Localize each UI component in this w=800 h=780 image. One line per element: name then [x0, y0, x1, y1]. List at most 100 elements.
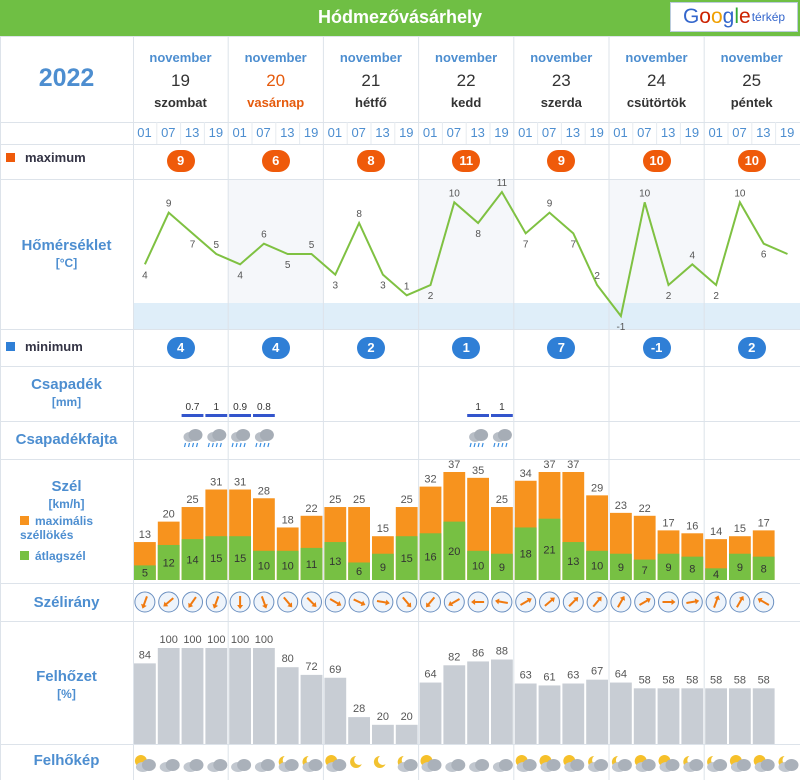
cloud-label: Felhőzet [%]: [0, 668, 133, 701]
page-title: Hódmezővásárhely: [317, 7, 483, 27]
wind-direction-icon: [634, 591, 656, 613]
hour-label: 01: [327, 125, 343, 140]
hour-label: 01: [422, 125, 438, 140]
wind-direction-icon: [420, 591, 441, 613]
hour-label: 13: [280, 125, 295, 140]
cloudy-icon: [231, 759, 252, 772]
moon-cloud-icon: [683, 755, 704, 772]
wind-direction-icon: [158, 591, 180, 613]
temperature-value: 11: [497, 178, 508, 189]
cloud-bar: [324, 677, 347, 744]
day-month: november: [625, 50, 688, 65]
sun-cloud-icon: [729, 755, 751, 772]
cloud-value: 88: [496, 646, 508, 658]
cloud-bar: [395, 724, 418, 744]
precip-bar: [181, 414, 204, 417]
gust-value: 25: [186, 494, 198, 506]
temperature-value: 4: [142, 270, 148, 281]
min-marker-icon: [6, 342, 15, 351]
cloudy-icon: [445, 759, 466, 772]
rain-snow-icon: [469, 429, 489, 448]
gust-value: 34: [520, 468, 532, 480]
wind-direction-icon: [182, 591, 203, 613]
avg-wind-value: 16: [424, 552, 436, 564]
day-weekday: vasárnap: [247, 95, 305, 110]
avg-wind-value: 14: [186, 555, 198, 567]
gust-value: 16: [686, 520, 698, 532]
cloud-bar: [705, 688, 727, 744]
maximum-text: maximum: [25, 150, 86, 165]
avg-wind-value: 10: [282, 560, 294, 572]
cloud-bar: [752, 688, 775, 744]
gust-value: 17: [758, 517, 770, 529]
min-temp-badge: -1: [642, 337, 671, 359]
max-temp-badge: 9: [547, 150, 576, 172]
rain-snow-icon: [183, 429, 203, 448]
google-map-link[interactable]: Googletérkép: [670, 2, 798, 32]
avg-wind-bar: [562, 542, 585, 580]
avg-wind-bar: [729, 553, 751, 580]
cloud-image-label: Felhőkép: [33, 752, 100, 769]
rain-snow-icon: [254, 429, 274, 448]
avg-wind-value: 13: [329, 556, 341, 568]
gust-value: 25: [496, 494, 508, 506]
day-weekday: kedd: [450, 95, 482, 110]
minimum-label: minimum: [0, 339, 133, 359]
partly-cloudy-icon: [134, 755, 156, 772]
avg-wind-value: 9: [665, 562, 671, 574]
temperature-label: Hőmérséklet [°C]: [0, 237, 133, 270]
day-weekday: szombat: [154, 95, 207, 110]
cloud-bar: [253, 648, 275, 744]
temperature-value: 9: [547, 199, 553, 210]
max-temp-badge: 9: [166, 150, 195, 172]
sun-cloud-icon: [658, 755, 680, 772]
precip-bar: [253, 414, 275, 417]
wind-text: Szél: [51, 478, 82, 495]
avg-wind-bar: [633, 559, 656, 580]
cloud-value: 100: [255, 634, 273, 646]
avg-wind-bar: [157, 544, 180, 580]
cloud-text: Felhőzet: [36, 668, 97, 685]
day-month: november: [244, 50, 307, 65]
wind-direction-icon: [134, 591, 156, 613]
gust-value: 25: [401, 494, 413, 506]
cloud-value: 100: [207, 634, 225, 646]
cloud-value: 28: [353, 703, 365, 715]
day-number: 25: [742, 71, 762, 90]
avg-wind-value: 9: [618, 562, 624, 574]
avg-wind-value: 20: [448, 546, 460, 558]
cloud-bar: [348, 717, 370, 744]
temperature-value: 10: [449, 188, 461, 199]
precip-value: 1: [475, 402, 481, 413]
max-temp-badge: 10: [642, 150, 671, 172]
precip-bar: [229, 414, 251, 417]
gust-value: 17: [662, 517, 674, 529]
avg-wind-bar: [395, 536, 418, 580]
avg-wind-legend: átlagszél: [20, 549, 120, 563]
day-header: november 22 kedd: [419, 36, 514, 121]
min-temp-badge: 7: [547, 337, 576, 359]
moon-icon: [373, 755, 388, 768]
hour-label: 19: [399, 125, 414, 140]
cloud-unit: [%]: [57, 687, 76, 701]
hour-label: 13: [375, 125, 390, 140]
avg-wind-value: 15: [234, 553, 246, 565]
hour-label: 01: [518, 125, 533, 140]
hour-label: 01: [137, 125, 152, 140]
gust-marker-icon: [20, 516, 29, 525]
gust-value: 31: [234, 477, 246, 489]
avg-wind-value: 10: [258, 560, 270, 572]
min-temp-badge: 4: [261, 337, 290, 359]
avg-wind-value: 5: [142, 568, 148, 580]
sun-cloud-icon: [515, 755, 537, 772]
avg-marker-icon: [20, 551, 29, 560]
gust-value: 23: [615, 500, 627, 512]
avg-wind-bar: [538, 518, 561, 580]
gust-value: 37: [448, 459, 460, 471]
google-letter: o: [699, 5, 711, 28]
gust-value: 15: [734, 523, 746, 535]
min-temp-badge: 4: [166, 337, 195, 359]
maximum-label: maximum: [0, 150, 133, 170]
precip-bar: [491, 414, 513, 417]
